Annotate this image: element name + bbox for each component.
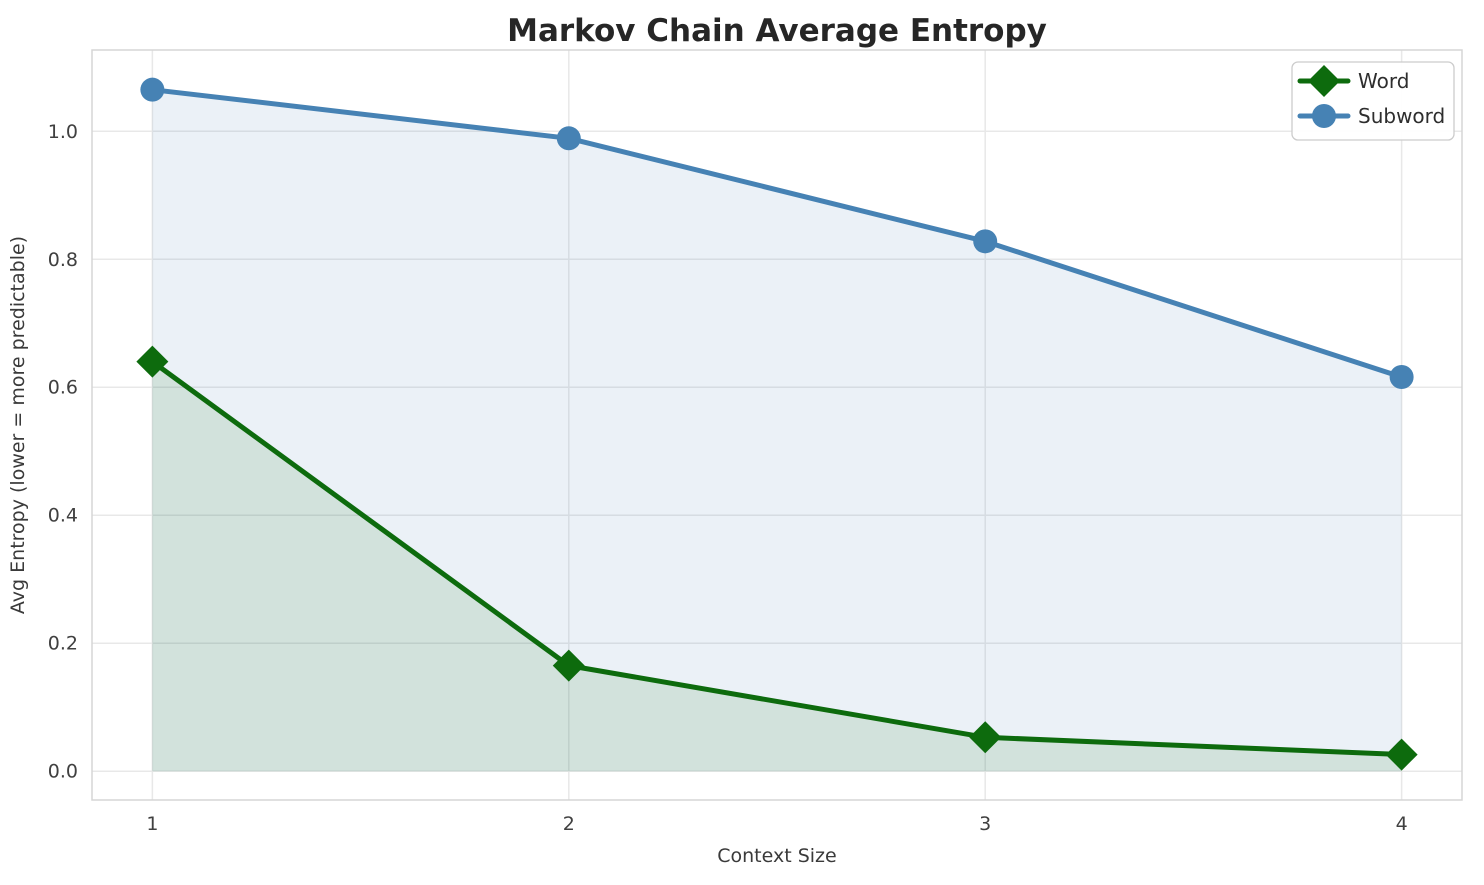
grid-layer: [92, 50, 1462, 800]
marker-circle-subword: [556, 126, 581, 151]
legend-item-subword: Subword: [1297, 104, 1445, 128]
marker-diamond-word: [969, 721, 1002, 754]
legend-label-word: Word: [1358, 69, 1409, 93]
axes-frame: [91, 49, 1463, 801]
line-subword: [149, 87, 1405, 380]
word-diamond-icon: [1308, 65, 1340, 97]
area-fill-word: [152, 361, 1402, 772]
marker-circle-subword: [1389, 365, 1414, 390]
line-layer: [136, 77, 1418, 771]
y-axis-label: Avg Entropy (lower = more predictable): [7, 236, 29, 614]
legend-item-word: Word: [1297, 65, 1409, 97]
y-tick-label: 0.4: [48, 505, 78, 527]
subword-circle-icon: [1312, 104, 1336, 128]
chart-title: Markov Chain Average Entropy: [507, 13, 1047, 49]
legend-label-subword: Subword: [1358, 104, 1445, 128]
y-tick-label: 0.8: [48, 249, 78, 271]
area-fill-subword: [152, 89, 1402, 772]
x-tick-label: 2: [563, 813, 575, 835]
fill-layer: [152, 89, 1402, 772]
marker-circle-subword: [973, 229, 998, 254]
y-tick-label: 0.2: [48, 633, 78, 655]
y-tick-label: 1.0: [48, 121, 78, 143]
y-tick-label: 0.6: [48, 377, 78, 399]
marker-circle-subword: [140, 77, 165, 102]
marker-diamond-word: [552, 649, 585, 682]
x-tick-label: 4: [1396, 813, 1408, 835]
y-tick-label: 0.0: [48, 761, 78, 783]
x-axis-label: Context Size: [717, 845, 836, 867]
legend: Word Subword: [1291, 61, 1455, 141]
x-tick-label: 3: [979, 813, 991, 835]
marker-diamond-word: [136, 345, 169, 378]
marker-diamond-word: [1385, 738, 1418, 771]
x-tick-label: 1: [146, 813, 158, 835]
line-word: [149, 359, 1405, 758]
tick-layer: 1 2 3 4 0.0 0.2 0.4 0.6 0.8 1.0: [48, 121, 1408, 835]
